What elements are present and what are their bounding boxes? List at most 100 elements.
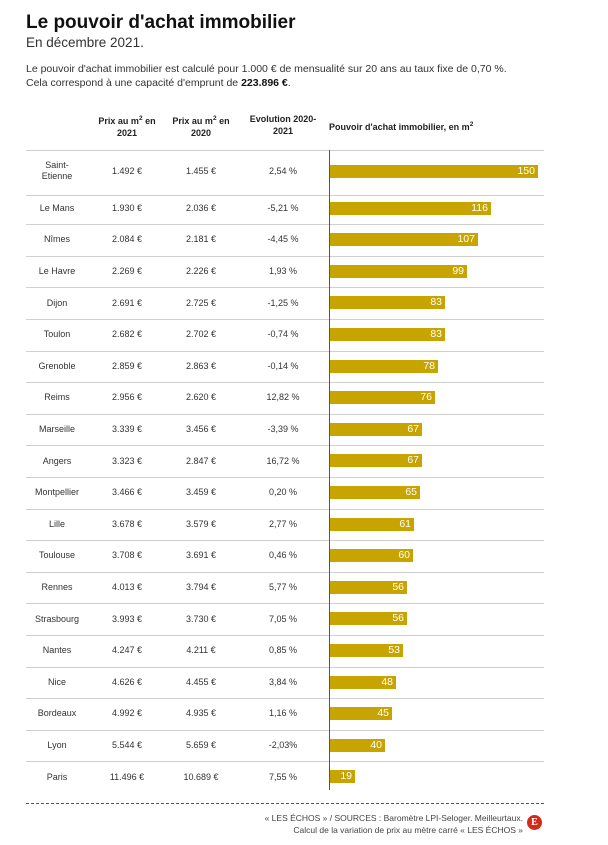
table-row: Toulon 2.682 € 2.702 € -0,74 % 83: [26, 319, 544, 351]
evolution-cell: -5,21 %: [267, 202, 299, 213]
prix-2021-cell: 2.269 €: [111, 266, 143, 277]
evolution-cell: 1,93 %: [268, 266, 298, 277]
bar: 150: [329, 165, 538, 178]
city-cell: Bordeaux: [37, 708, 77, 719]
row-divider: [26, 255, 544, 257]
bar-value-label: 19: [340, 770, 352, 783]
evolution-cell: 5,77 %: [268, 582, 298, 593]
row-divider: [26, 195, 544, 196]
evolution-cell: -1,25 %: [267, 297, 299, 308]
city-cell: Marseille: [38, 424, 75, 435]
footer-line-2: Calcul de la variation de prix au mètre …: [293, 825, 523, 835]
bar: 65: [329, 486, 420, 499]
prix-2020-cell: 2.036 €: [185, 202, 217, 213]
prix-2021-cell: 11.496 €: [109, 771, 145, 782]
table-row: Le Havre 2.269 € 2.226 € 1,93 % 99: [26, 256, 544, 288]
bar-value-label: 67: [407, 454, 419, 467]
col1-label-a: Prix au m: [98, 116, 139, 126]
row-divider: [26, 224, 544, 226]
table-row: Paris 11.496 € 10.689 € 7,55 % 19: [26, 761, 544, 793]
prix-2020-cell: 4.455 €: [185, 676, 217, 687]
bar: 116: [329, 201, 491, 215]
table-row: Le Mans 1.930 € 2.036 € -5,21 % 116: [26, 193, 544, 225]
table-row: Grenoble 2.859 € 2.863 € -0,14 % 78: [26, 351, 544, 383]
col4-label: Pouvoir d'achat immobilier, en m: [329, 122, 470, 132]
bar: 67: [329, 422, 422, 436]
bar: 83: [329, 296, 445, 310]
row-divider: [26, 445, 544, 447]
evolution-cell: 2,77 %: [268, 518, 298, 529]
prix-2020-cell: 2.847 €: [185, 455, 217, 466]
table-header-rule: [26, 150, 544, 151]
bar: 19: [329, 770, 355, 784]
bar: 99: [329, 264, 467, 278]
row-divider: [26, 508, 544, 510]
table-row: Rennes 4.013 € 3.794 € 5,77 % 56: [26, 572, 544, 604]
prix-2020-cell: 3.794 €: [185, 582, 217, 593]
row-divider: [26, 350, 544, 352]
col1-label-b: en: [142, 116, 156, 126]
prix-2021-cell: 3.708 €: [111, 550, 143, 561]
bar: 78: [329, 359, 438, 373]
prix-2021-cell: 2.691 €: [111, 297, 143, 308]
city-cell: Saint- Etienne: [41, 160, 73, 181]
table-row: Dijon 2.691 € 2.725 € -1,25 % 83: [26, 287, 544, 319]
city-cell: Nîmes: [43, 234, 70, 245]
row-divider: [26, 698, 544, 700]
row-divider: [26, 571, 544, 573]
col3-label-a: Evolution 2020-: [249, 114, 317, 124]
col1-sup: 2: [138, 115, 143, 122]
table-row: Nîmes 2.084 € 2.181 € -4,45 % 107: [26, 224, 544, 256]
prix-2020-cell: 1.455 €: [185, 165, 217, 176]
row-divider: [26, 382, 544, 384]
prix-2020-cell: 4.211 €: [186, 645, 216, 656]
city-cell: Le Havre: [38, 266, 76, 277]
city-cell: Grenoble: [38, 360, 76, 371]
city-cell: Reims: [44, 392, 70, 403]
col2-label-a: Prix au m: [172, 116, 213, 126]
evolution-cell: -4,45 %: [267, 234, 299, 245]
bar: 40: [329, 738, 385, 752]
column-header-prix-2021: Prix au m2 en 2021: [93, 113, 161, 139]
table-row: Strasbourg 3.993 € 3.730 € 7,05 % 56: [26, 603, 544, 635]
bar-value-label: 78: [423, 359, 435, 372]
evolution-cell: 7,05 %: [268, 613, 298, 624]
row-divider: [26, 413, 544, 415]
prix-2021-cell: 1.930 €: [111, 202, 143, 213]
row-divider: [26, 761, 544, 763]
city-cell: Angers: [42, 455, 72, 466]
prix-2020-cell: 2.863 €: [185, 360, 217, 371]
col1-label-c: 2021: [116, 128, 138, 138]
bar-value-label: 116: [471, 201, 488, 214]
footer-credits: « LES ÉCHOS » / SOURCES : Baromètre LPI-…: [265, 812, 523, 836]
prix-2020-cell: 3.730 €: [185, 613, 217, 624]
page-title: Le pouvoir d'achat immobilier: [26, 12, 296, 33]
evolution-cell: -2,03%: [268, 740, 298, 751]
bar-value-label: 76: [420, 391, 432, 404]
table-row: Reims 2.956 € 2.620 € 12,82 % 76: [26, 382, 544, 414]
intro-line-1: Le pouvoir d'achat immobilier est calcul…: [26, 63, 507, 75]
prix-2020-cell: 2.181 €: [185, 234, 217, 245]
intro-line-2: Cela correspond à une capacité d'emprunt…: [26, 76, 546, 90]
table-row: Montpellier 3.466 € 3.459 € 0,20 % 65: [26, 477, 544, 509]
prix-2021-cell: 2.859 €: [111, 360, 143, 371]
prix-2020-cell: 4.935 €: [185, 708, 217, 719]
bar: 60: [329, 549, 413, 563]
row-divider: [26, 319, 544, 320]
prix-2021-cell: 3.339 €: [111, 424, 143, 435]
bar: 83: [329, 328, 445, 341]
evolution-cell: 7,55 %: [268, 771, 298, 782]
bar-value-label: 56: [392, 580, 404, 593]
footer-line-1: « LES ÉCHOS » / SOURCES : Baromètre LPI-…: [264, 813, 523, 823]
prix-2021-cell: 2.956 €: [111, 392, 143, 403]
city-cell: Montpellier: [34, 487, 80, 498]
row-divider: [26, 287, 544, 289]
city-cell: Dijon: [46, 297, 68, 308]
row-divider: [26, 540, 544, 542]
bar-value-label: 56: [392, 612, 404, 625]
borrowing-capacity: 223.896 €: [241, 77, 288, 89]
row-divider: [26, 666, 544, 668]
bar-value-label: 107: [457, 233, 475, 246]
prix-2020-cell: 3.579 €: [185, 518, 217, 529]
prix-2020-cell: 5.659 €: [185, 740, 217, 751]
